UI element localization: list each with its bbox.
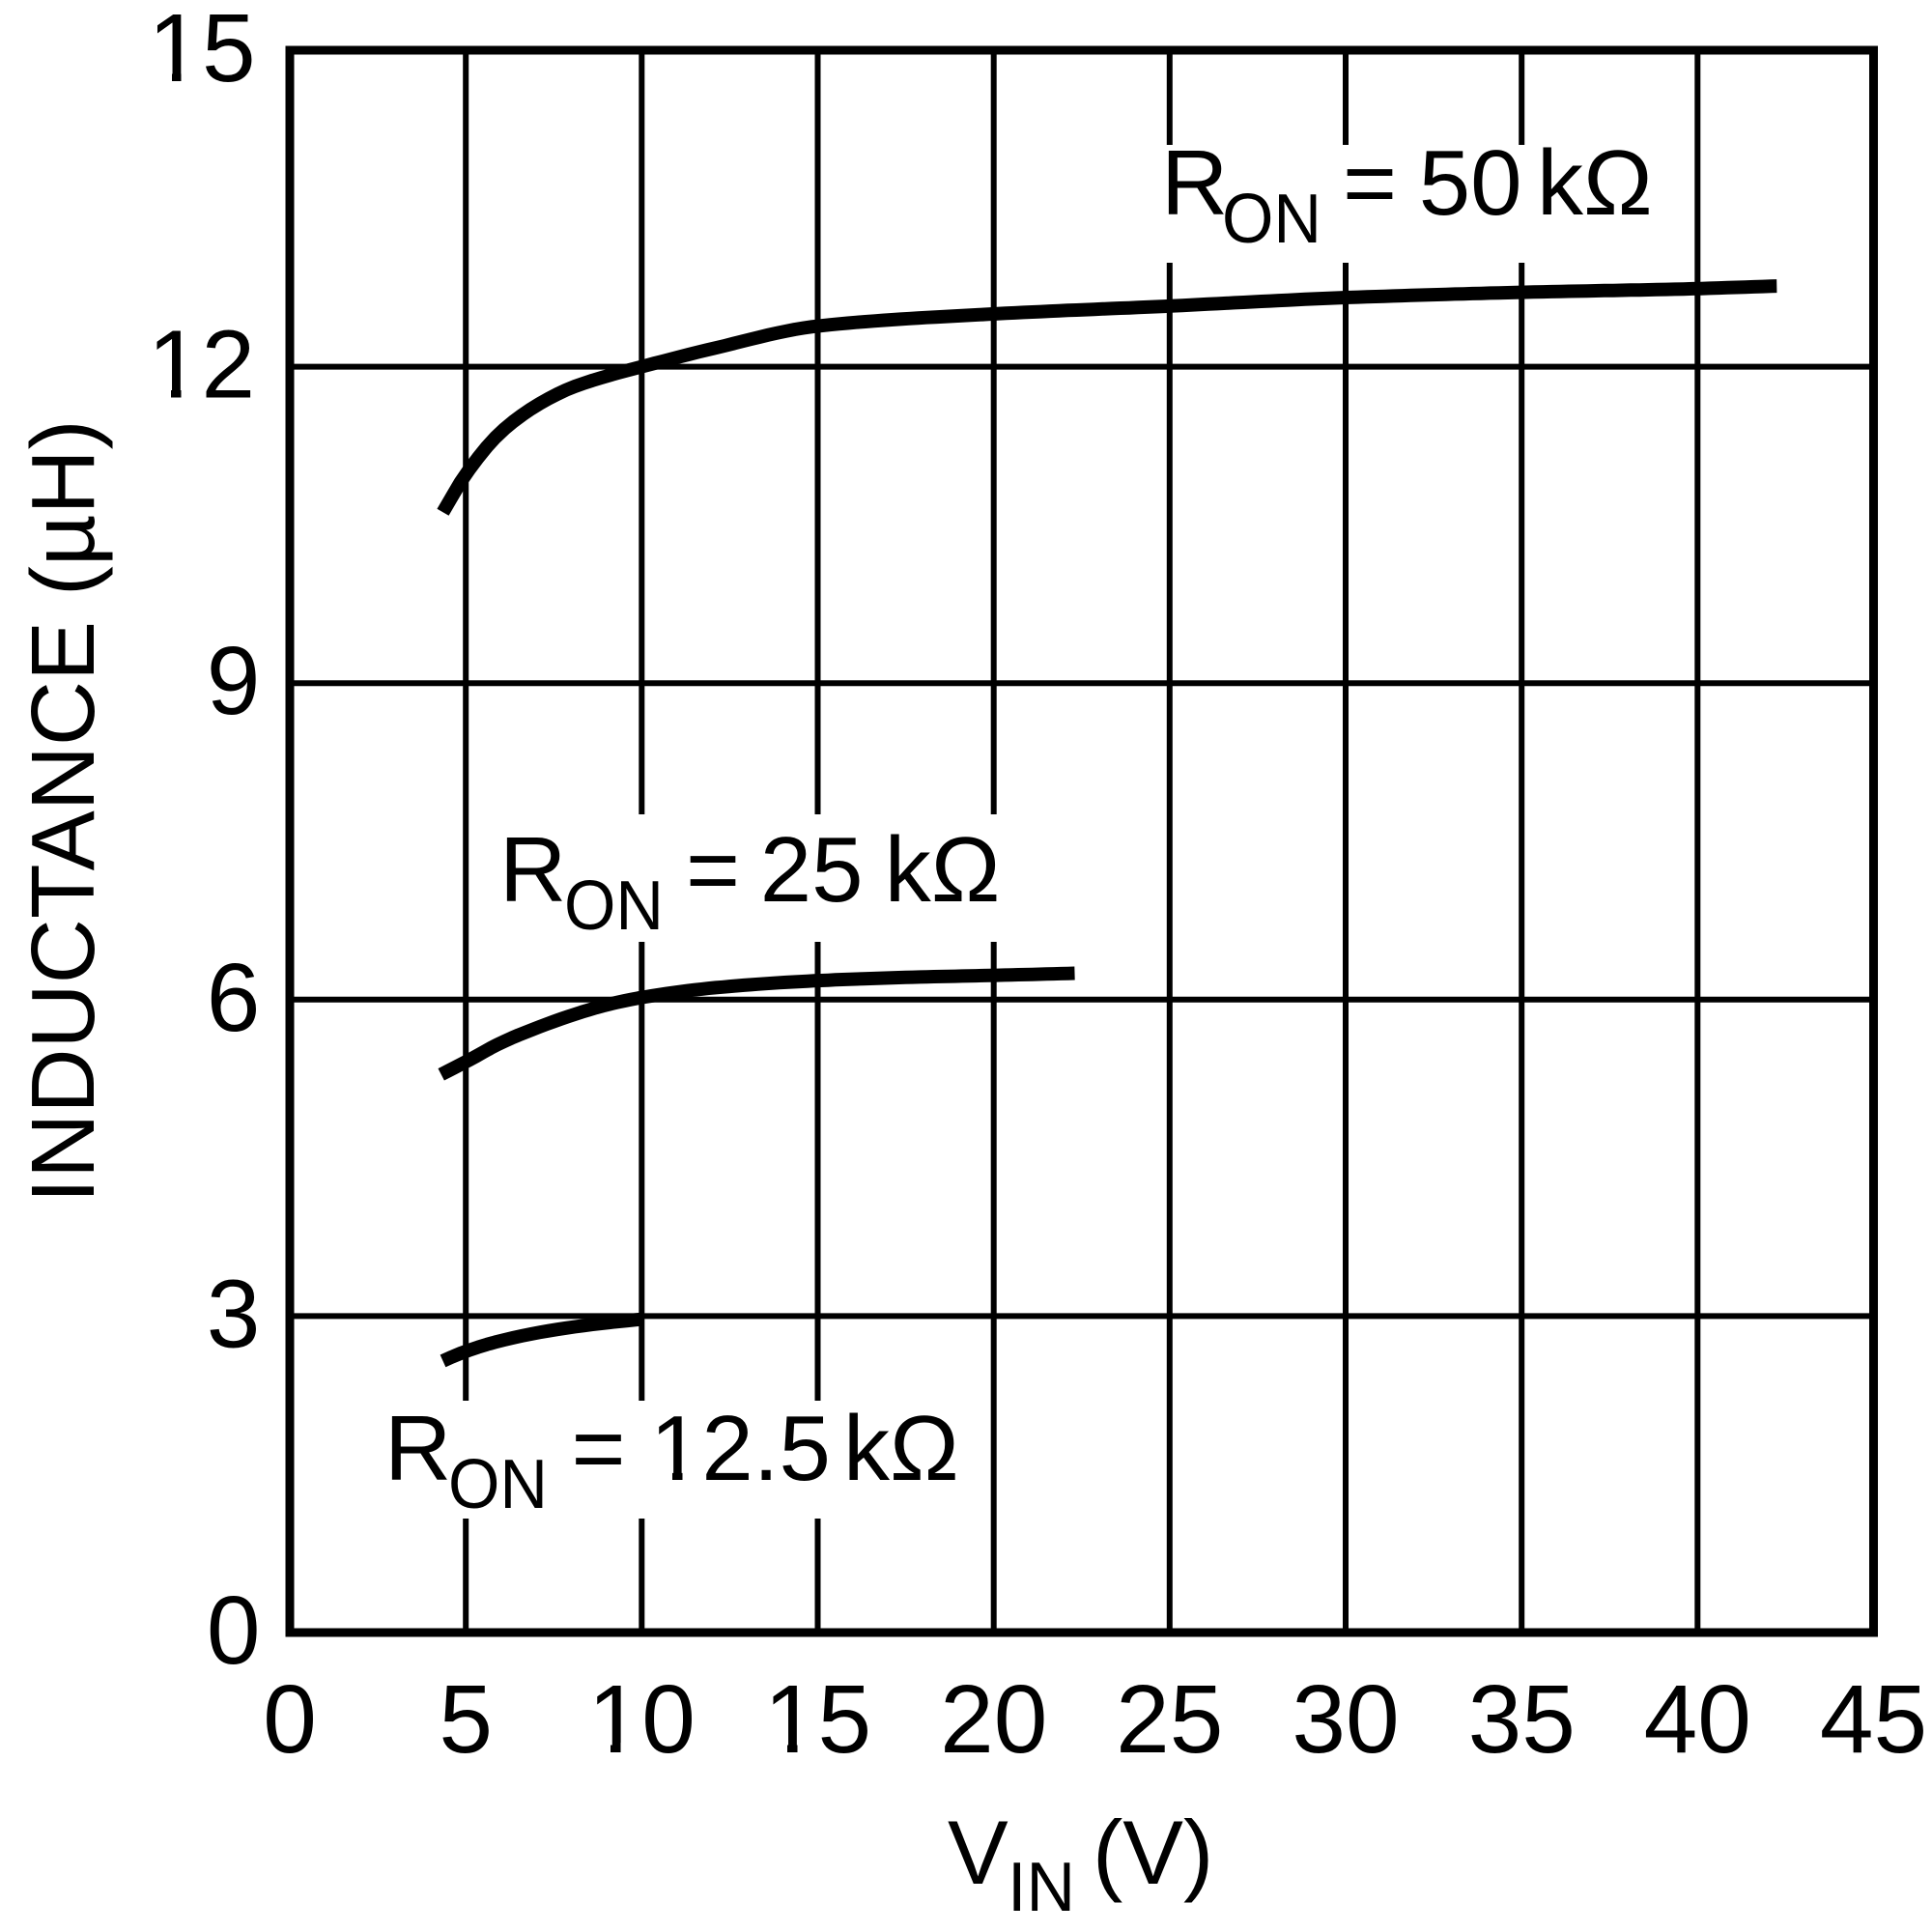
svg-text:15: 15 (764, 1665, 871, 1774)
svg-text:45: 45 (1820, 1665, 1927, 1774)
svg-text:5: 5 (439, 1665, 493, 1774)
svg-text:6: 6 (207, 944, 261, 1052)
svg-text:INDUCTANCE (µH): INDUCTANCE (µH) (13, 419, 113, 1203)
svg-text:9: 9 (207, 627, 261, 735)
svg-text:10: 10 (588, 1665, 696, 1774)
svg-text:RON=12.5kΩ: RON = 12.5 kΩ (384, 1397, 959, 1523)
svg-text:25: 25 (1116, 1665, 1223, 1774)
svg-text:20: 20 (940, 1665, 1047, 1774)
svg-text:0: 0 (207, 1577, 261, 1685)
svg-text:0: 0 (263, 1665, 317, 1774)
svg-text:VIN(V): VIN (V) (948, 1802, 1213, 1926)
svg-text:30: 30 (1292, 1665, 1399, 1774)
svg-text:35: 35 (1468, 1665, 1576, 1774)
svg-text:12: 12 (148, 311, 255, 419)
svg-text:3: 3 (207, 1260, 261, 1368)
svg-text:40: 40 (1644, 1665, 1751, 1774)
svg-text:15: 15 (148, 0, 255, 102)
